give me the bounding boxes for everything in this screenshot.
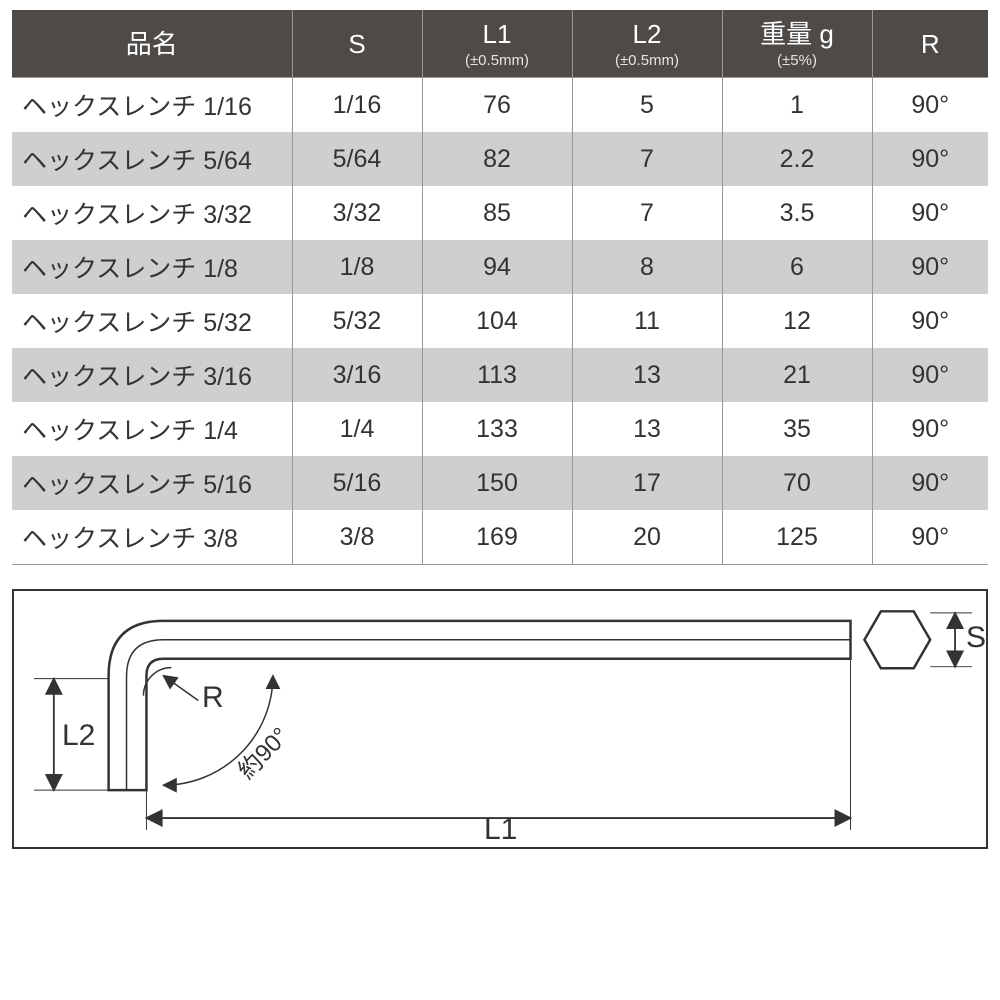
col-weight: 重量 g (±5%): [722, 10, 872, 78]
col-name: 品名: [12, 10, 292, 78]
dimension-diagram: L2 L1 R S 約90°: [12, 589, 988, 849]
label-r: R: [202, 681, 224, 715]
table-cell: 5/64: [292, 132, 422, 186]
table-cell: 1/8: [292, 240, 422, 294]
table-row: ヘックスレンチ 3/83/81692012590°: [12, 510, 988, 565]
table-cell: 76: [422, 78, 572, 133]
table-cell: 82: [422, 132, 572, 186]
table-cell: 94: [422, 240, 572, 294]
table-cell: 90°: [872, 186, 988, 240]
table-header-row: 品名 S L1 (±0.5mm) L2 (±0.5mm) 重量 g (±5%) R: [12, 10, 988, 78]
table-cell: 90°: [872, 294, 988, 348]
table-cell: 1: [722, 78, 872, 133]
hexagon-icon: [864, 611, 930, 668]
col-label: 重量 g: [760, 19, 834, 49]
label-l2: L2: [62, 719, 95, 753]
col-label: 品名: [126, 29, 178, 59]
table-cell: 13: [572, 402, 722, 456]
table-cell: 125: [722, 510, 872, 565]
table-cell: 90°: [872, 240, 988, 294]
table-cell: 85: [422, 186, 572, 240]
table-cell: 90°: [872, 456, 988, 510]
table-cell: 7: [572, 132, 722, 186]
col-label: L1: [483, 19, 512, 49]
table-cell: 11: [572, 294, 722, 348]
table-cell: 1/16: [292, 78, 422, 133]
table-cell: 12: [722, 294, 872, 348]
table-row: ヘックスレンチ 5/645/648272.290°: [12, 132, 988, 186]
table-cell: ヘックスレンチ 5/64: [12, 132, 292, 186]
table-row: ヘックスレンチ 5/325/32104111290°: [12, 294, 988, 348]
table-cell: 3/8: [292, 510, 422, 565]
col-r: R: [872, 10, 988, 78]
table-cell: ヘックスレンチ 1/8: [12, 240, 292, 294]
table-cell: 21: [722, 348, 872, 402]
table-cell: 2.2: [722, 132, 872, 186]
table-cell: 90°: [872, 510, 988, 565]
col-s: S: [292, 10, 422, 78]
table-cell: 90°: [872, 132, 988, 186]
table-cell: 133: [422, 402, 572, 456]
table-cell: ヘックスレンチ 3/32: [12, 186, 292, 240]
table-cell: 35: [722, 402, 872, 456]
table-cell: 5/32: [292, 294, 422, 348]
table-row: ヘックスレンチ 1/81/8948690°: [12, 240, 988, 294]
table-cell: 7: [572, 186, 722, 240]
table-cell: 150: [422, 456, 572, 510]
table-cell: 3/16: [292, 348, 422, 402]
table-cell: 169: [422, 510, 572, 565]
table-cell: ヘックスレンチ 3/8: [12, 510, 292, 565]
label-l1: L1: [484, 813, 517, 847]
table-cell: ヘックスレンチ 1/4: [12, 402, 292, 456]
table-row: ヘックスレンチ 1/161/16765190°: [12, 78, 988, 133]
table-cell: 3/32: [292, 186, 422, 240]
table-cell: 90°: [872, 402, 988, 456]
table-row: ヘックスレンチ 5/165/16150177090°: [12, 456, 988, 510]
table-cell: 90°: [872, 348, 988, 402]
table-cell: ヘックスレンチ 5/16: [12, 456, 292, 510]
col-l1: L1 (±0.5mm): [422, 10, 572, 78]
table-cell: 8: [572, 240, 722, 294]
col-sublabel: (±0.5mm): [577, 52, 718, 69]
col-l2: L2 (±0.5mm): [572, 10, 722, 78]
table-cell: 13: [572, 348, 722, 402]
table-cell: 70: [722, 456, 872, 510]
spec-table: 品名 S L1 (±0.5mm) L2 (±0.5mm) 重量 g (±5%) R ヘ…: [12, 10, 988, 565]
table-cell: 3.5: [722, 186, 872, 240]
table-cell: 5: [572, 78, 722, 133]
table-cell: ヘックスレンチ 1/16: [12, 78, 292, 133]
col-label: R: [921, 29, 940, 59]
table-cell: 20: [572, 510, 722, 565]
table-cell: 17: [572, 456, 722, 510]
table-cell: ヘックスレンチ 3/16: [12, 348, 292, 402]
table-cell: 1/4: [292, 402, 422, 456]
table-cell: 90°: [872, 78, 988, 133]
table-row: ヘックスレンチ 3/323/328573.590°: [12, 186, 988, 240]
table-cell: 104: [422, 294, 572, 348]
col-label: L2: [633, 19, 662, 49]
table-row: ヘックスレンチ 1/41/4133133590°: [12, 402, 988, 456]
diagram-svg: [14, 591, 986, 850]
table-row: ヘックスレンチ 3/163/16113132190°: [12, 348, 988, 402]
table-cell: 5/16: [292, 456, 422, 510]
col-sublabel: (±5%): [727, 52, 868, 69]
table-cell: 113: [422, 348, 572, 402]
col-label: S: [348, 29, 365, 59]
table-cell: ヘックスレンチ 5/32: [12, 294, 292, 348]
table-cell: 6: [722, 240, 872, 294]
col-sublabel: (±0.5mm): [427, 52, 568, 69]
label-s: S: [966, 621, 986, 655]
